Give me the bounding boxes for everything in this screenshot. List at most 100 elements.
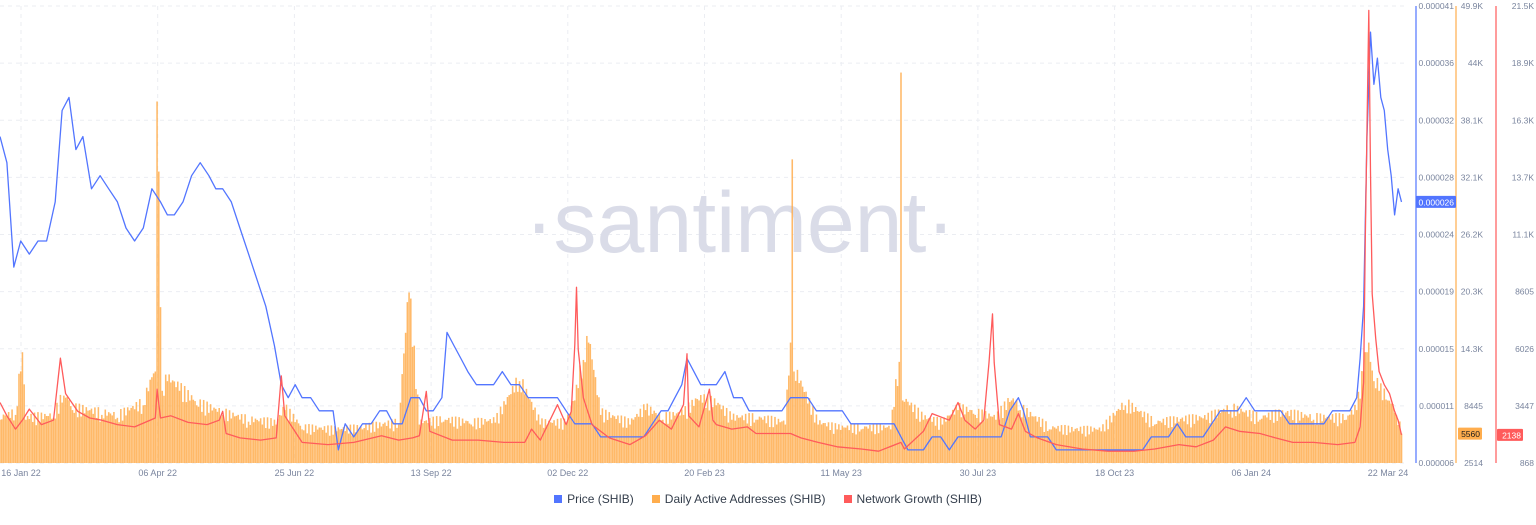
daa-bar [501,414,504,463]
daa-bar [363,428,365,463]
daa-bar [793,371,795,463]
daa-bar [846,425,849,463]
daa-bar [156,101,158,463]
daa-bar [870,431,873,463]
daa-bar [104,409,107,463]
daa-bar [1152,426,1154,463]
daa-bar [712,407,714,463]
daa-bar [301,429,303,463]
legend-item-daa[interactable]: Daily Active Addresses (SHIB) [651,492,826,506]
daa-bar [991,416,994,463]
x-tick-label: 16 Jan 22 [1,468,41,478]
daa-bar [116,417,119,463]
daa-bar [397,424,400,463]
daa-bar [463,423,466,463]
daa-bar [1164,425,1166,463]
daa-bar [206,401,208,463]
daa-bar [1300,411,1303,463]
daa-bar [449,423,452,463]
daa-bar [765,423,768,463]
legend-item-network-growth[interactable]: Network Growth (SHIB) [843,492,982,506]
daa-bar [615,418,617,463]
daa-bar [1224,411,1227,463]
daa-bar [794,380,797,463]
daa-bar [1204,415,1206,463]
daa-bar [216,411,219,463]
daa-bar [523,394,526,463]
daa-bar [1131,402,1134,463]
daa-bar [908,405,911,463]
daa-bar [801,386,804,463]
daa-bar [641,417,643,463]
daa-bar [584,362,586,463]
daa-bar [1181,417,1184,463]
daa-bar [114,419,117,463]
daa-bar [699,395,702,463]
daa-bar [882,425,885,463]
daa-bar [1050,429,1052,463]
daa-bar [51,418,53,463]
daa-bar [1027,417,1030,463]
daa-bar [964,414,966,463]
daa-bar [166,381,169,463]
daa-bar [1376,377,1379,463]
daa-bar [555,425,557,463]
x-tick-label: 06 Apr 22 [138,468,177,478]
daa-bar [672,412,674,463]
daa-bar [475,429,478,463]
daa-bar [408,292,410,463]
daa-bar [1095,429,1097,463]
daa-tick-label: 32.1K [1461,172,1484,182]
daa-bar [541,418,543,463]
daa-bar [149,379,151,463]
daa-bar [874,434,876,463]
daa-bar [1024,418,1027,463]
daa-bar [75,403,77,463]
daa-bar [142,405,145,463]
daa-bar [232,412,234,463]
daa-bar [679,415,681,463]
daa-bar [710,395,712,463]
daa-bar [292,413,295,463]
daa-bar [1312,419,1315,463]
daa-bar [599,414,602,463]
daa-bar [396,427,398,463]
daa-bar [1128,399,1130,463]
daa-bar [479,428,481,463]
daa-bar [653,410,655,463]
network-growth-tick-label: 16.3K [1512,115,1535,125]
daa-bar [812,405,814,463]
daa-bar [713,398,716,463]
legend-item-price[interactable]: Price (SHIB) [554,492,634,506]
daa-bar [1096,429,1099,463]
daa-bar [720,409,723,463]
daa-bar [1292,420,1294,463]
daa-bar [803,391,806,463]
daa-bar [268,428,271,463]
daa-bar [1053,427,1056,463]
x-tick-label: 20 Feb 23 [684,468,725,478]
daa-bar [731,419,733,463]
daa-bar [1247,416,1249,463]
daa-bar [567,414,569,463]
daa-bar [435,416,438,463]
daa-bar [290,421,293,463]
daa-bar [1330,419,1332,463]
daa-bar [1221,410,1223,463]
daa-bar [328,435,331,463]
daa-swatch [651,495,660,503]
daa-bar [863,426,866,463]
daa-bar [1143,411,1146,463]
daa-bar [579,365,581,463]
daa-bar [1369,361,1372,463]
daa-bar [1210,410,1213,463]
daa-bar [470,424,472,463]
daa-bar [1324,418,1327,463]
daa-bar [140,413,143,463]
daa-bar [339,429,341,463]
daa-bar [729,411,731,463]
daa-bar [211,410,214,463]
daa-bar [49,413,51,463]
daa-bar [539,424,542,463]
daa-bar [485,421,488,463]
